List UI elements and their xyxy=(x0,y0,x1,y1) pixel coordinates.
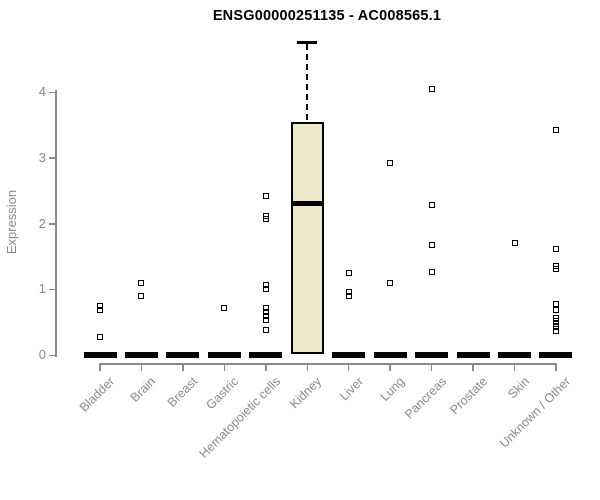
x-tick xyxy=(430,365,433,371)
outlier-point xyxy=(262,313,269,320)
x-tick xyxy=(140,365,143,371)
x-axis-line xyxy=(99,363,557,365)
outlier-point xyxy=(552,321,559,328)
outlier-point xyxy=(552,327,559,334)
boxplot-flat-bar xyxy=(249,352,283,358)
outlier-point xyxy=(262,327,269,333)
outlier-point xyxy=(262,212,269,219)
y-tick-label: 1 xyxy=(38,281,46,297)
outlier-point xyxy=(345,288,352,295)
x-tick xyxy=(223,365,226,371)
boxplot-flat-bar xyxy=(415,352,449,358)
boxplot-flat-bar xyxy=(207,352,241,358)
outlier-point xyxy=(428,242,435,249)
y-tick-label: 2 xyxy=(38,215,46,231)
y-tick-label: 0 xyxy=(38,347,46,362)
outlier-point xyxy=(552,127,559,134)
outlier-point xyxy=(262,309,269,316)
outlier-point xyxy=(428,269,435,276)
boxplot-flat-bar xyxy=(373,352,407,358)
x-tick xyxy=(306,365,308,371)
boxplot-flat-bar xyxy=(83,352,117,358)
y-axis-line xyxy=(55,90,57,357)
outlier-point xyxy=(97,307,103,314)
outlier-point xyxy=(387,280,394,287)
outlier-point xyxy=(262,317,269,324)
outlier-point xyxy=(97,333,103,340)
outlier-point xyxy=(345,292,352,299)
outlier-point xyxy=(387,160,394,166)
y-axis-title: Expression xyxy=(4,189,19,255)
x-tick xyxy=(182,365,184,371)
x-tick xyxy=(472,365,474,371)
y-tick-label: 4 xyxy=(38,84,46,99)
outlier-point xyxy=(345,270,352,277)
outlier-point xyxy=(552,314,559,321)
outlier-point xyxy=(428,85,435,92)
y-tick-label: 3 xyxy=(38,149,46,165)
outlier-point xyxy=(221,305,228,312)
outlier-point xyxy=(511,240,518,247)
median-line xyxy=(292,201,322,207)
outlier-point xyxy=(552,317,559,324)
y-tick xyxy=(49,288,55,291)
chart-title: ENSG00000251135 - AC008565.1 xyxy=(212,8,442,24)
outlier-point xyxy=(138,279,145,286)
boxplot-flat-bar xyxy=(332,352,366,358)
x-tick xyxy=(265,365,267,371)
outlier-point xyxy=(262,286,269,293)
outlier-point xyxy=(138,292,145,299)
outlier-point xyxy=(262,282,269,289)
outlier-point xyxy=(262,215,269,222)
y-tick xyxy=(49,354,55,356)
outlier-point xyxy=(552,300,559,307)
outlier-point xyxy=(262,192,269,199)
y-tick xyxy=(49,223,55,225)
outlier-point xyxy=(552,262,559,269)
boxplot-flat-bar xyxy=(166,352,200,358)
boxplot-flat-bar xyxy=(498,352,531,358)
box xyxy=(290,121,324,354)
outlier-point xyxy=(552,307,559,314)
outlier-point xyxy=(552,265,559,272)
x-tick xyxy=(555,365,557,371)
outlier-point xyxy=(262,305,269,312)
outlier-point xyxy=(552,246,559,253)
y-tick xyxy=(49,91,55,93)
x-tick xyxy=(513,365,516,371)
y-tick xyxy=(49,157,55,159)
boxplot-flat-bar xyxy=(124,352,158,358)
whisker xyxy=(306,43,309,120)
boxplot-flat-bar xyxy=(539,352,573,358)
boxplot-flat-bar xyxy=(456,352,490,358)
x-tick xyxy=(99,365,101,371)
whisker-cap xyxy=(297,41,318,45)
outlier-point xyxy=(428,202,435,209)
x-tick xyxy=(389,365,391,371)
outlier-point xyxy=(552,324,559,331)
x-tick xyxy=(347,365,350,371)
